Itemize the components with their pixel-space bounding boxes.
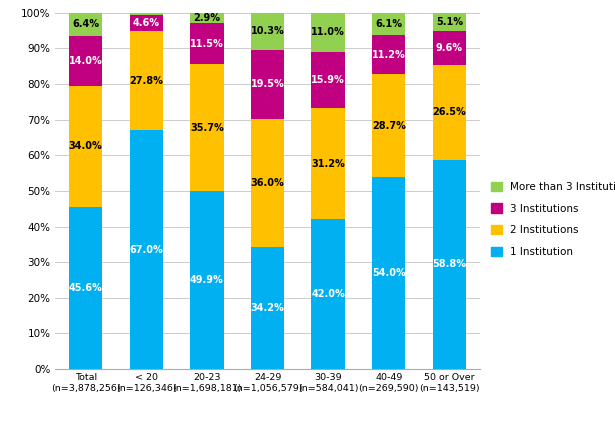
Bar [311,51,345,108]
Bar [311,12,345,51]
Bar [372,177,405,369]
Text: 5.1%: 5.1% [436,17,463,27]
Bar [311,108,345,219]
Bar [251,49,284,119]
Bar [69,85,102,207]
Text: 27.8%: 27.8% [129,76,163,86]
Text: 36.0%: 36.0% [251,178,284,188]
Text: 9.6%: 9.6% [436,43,463,53]
Text: 54.0%: 54.0% [372,268,406,278]
Bar [251,13,284,49]
Bar [190,191,224,369]
Legend: More than 3 Institutions, 3 Institutions, 2 Institutions, 1 Institution: More than 3 Institutions, 3 Institutions… [489,180,615,259]
Bar [251,247,284,369]
Text: 34.2%: 34.2% [251,303,284,313]
Bar [130,31,163,130]
Bar [69,36,102,85]
Text: 4.6%: 4.6% [133,18,160,28]
Text: 11.0%: 11.0% [311,27,345,37]
Text: 14.0%: 14.0% [69,56,103,66]
Text: 15.9%: 15.9% [311,75,345,85]
Bar [130,13,163,15]
Text: 42.0%: 42.0% [311,289,345,299]
Bar [311,219,345,369]
Text: 45.6%: 45.6% [69,283,103,293]
Bar [372,35,405,75]
Bar [433,31,466,65]
Text: 19.5%: 19.5% [251,79,284,89]
Text: 2.9%: 2.9% [193,13,220,23]
Text: 49.9%: 49.9% [190,275,224,285]
Text: 6.1%: 6.1% [375,19,402,29]
Bar [433,13,466,31]
Text: 11.2%: 11.2% [372,49,406,60]
Bar [190,13,224,23]
Bar [69,207,102,369]
Text: 34.0%: 34.0% [69,141,103,151]
Text: 26.5%: 26.5% [432,107,466,118]
Text: 67.0%: 67.0% [129,245,163,255]
Text: 6.4%: 6.4% [72,19,99,29]
Bar [190,23,224,64]
Text: 10.3%: 10.3% [251,26,284,36]
Bar [433,160,466,369]
Bar [251,119,284,247]
Text: 31.2%: 31.2% [311,159,345,169]
Bar [190,64,224,191]
Bar [372,13,405,35]
Bar [69,13,102,36]
Bar [130,15,163,31]
Text: 28.7%: 28.7% [372,121,406,130]
Bar [130,130,163,369]
Text: 35.7%: 35.7% [190,123,224,133]
Bar [433,65,466,160]
Text: 11.5%: 11.5% [190,39,224,48]
Text: 58.8%: 58.8% [432,259,466,269]
Bar [372,75,405,177]
